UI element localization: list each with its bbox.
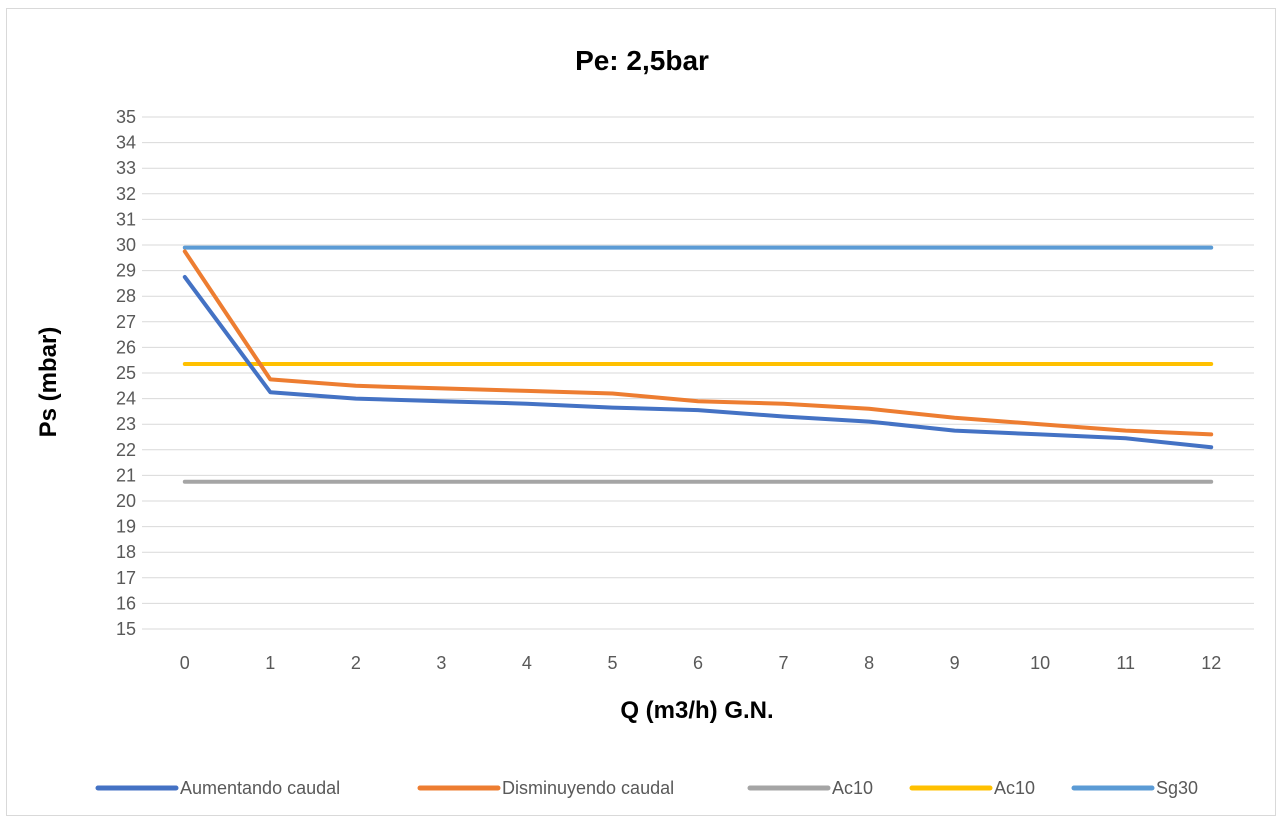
legend-label: Aumentando caudal: [180, 778, 340, 798]
x-tick-label: 4: [522, 653, 532, 673]
x-tick-label: 2: [351, 653, 361, 673]
y-tick-label: 19: [116, 517, 136, 537]
x-tick-label: 3: [436, 653, 446, 673]
y-axis-title: Ps (mbar): [35, 327, 62, 438]
x-tick-label: 0: [180, 653, 190, 673]
y-tick-label: 18: [116, 542, 136, 562]
x-tick-label: 8: [864, 653, 874, 673]
y-tick-label: 15: [116, 619, 136, 639]
y-tick-label: 33: [116, 158, 136, 178]
series-line-0: [182, 275, 1214, 450]
y-tick-label: 27: [116, 312, 136, 332]
x-tick-label: 9: [950, 653, 960, 673]
y-tick-label: 32: [116, 184, 136, 204]
y-tick-label: 17: [116, 568, 136, 588]
x-tick-label: 1: [265, 653, 275, 673]
y-tick-label: 28: [116, 286, 136, 306]
x-tick-label: 12: [1201, 653, 1221, 673]
chart-title: Pe: 2,5bar: [575, 45, 709, 76]
x-tick-label: 11: [1116, 653, 1135, 673]
x-tick-label: 6: [693, 653, 703, 673]
y-tick-label: 24: [116, 389, 136, 409]
x-tick-label: 5: [607, 653, 617, 673]
tick-labels: 1516171819202122232425262728293031323334…: [116, 107, 1221, 673]
x-tick-label: 7: [779, 653, 789, 673]
series-line-1: [182, 249, 1214, 437]
legend-label: Ac10: [832, 778, 873, 798]
legend: Aumentando caudal Disminuyendo caudal Ac10…: [95, 778, 1198, 798]
legend-label: Ac10: [994, 778, 1035, 798]
legend-label: Sg30: [1156, 778, 1198, 798]
y-tick-label: 29: [116, 261, 136, 281]
y-tick-label: 16: [116, 593, 136, 613]
y-tick-label: 20: [116, 491, 136, 511]
series-lines: [182, 245, 1214, 484]
y-tick-label: 35: [116, 107, 136, 127]
y-tick-label: 23: [116, 414, 136, 434]
y-tick-label: 31: [116, 209, 136, 229]
x-tick-label: 10: [1030, 653, 1050, 673]
y-tick-label: 30: [116, 235, 136, 255]
x-axis-title: Q (m3/h) G.N.: [620, 697, 773, 724]
gridlines: [142, 116, 1254, 630]
y-tick-label: 26: [116, 337, 136, 357]
legend-label: Disminuyendo caudal: [502, 778, 674, 798]
y-tick-label: 21: [116, 465, 136, 485]
y-tick-label: 34: [116, 133, 136, 153]
y-tick-label: 22: [116, 440, 136, 460]
y-tick-label: 25: [116, 363, 136, 383]
